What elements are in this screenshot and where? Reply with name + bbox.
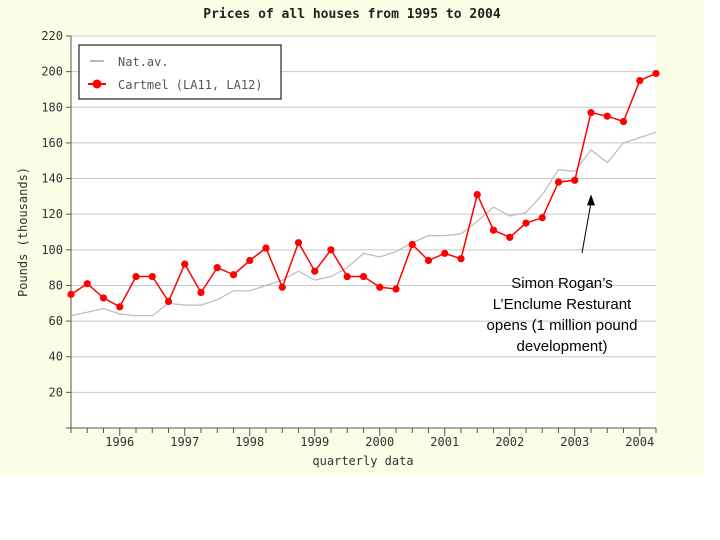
data-point bbox=[441, 249, 449, 257]
data-point bbox=[246, 256, 254, 265]
chart-title: Prices of all houses from 1995 to 2004 bbox=[203, 7, 501, 22]
data-point bbox=[473, 190, 481, 199]
data-point bbox=[359, 272, 368, 281]
data-point bbox=[619, 117, 628, 126]
x-tick-label: 1998 bbox=[235, 435, 264, 449]
data-point bbox=[587, 109, 595, 117]
y-tick-label: 140 bbox=[41, 172, 63, 186]
y-tick-label: 220 bbox=[41, 29, 63, 43]
x-tick-label: 2003 bbox=[560, 435, 589, 449]
data-point bbox=[571, 176, 579, 184]
y-tick-label: 120 bbox=[41, 207, 63, 221]
data-point bbox=[132, 272, 140, 281]
data-point bbox=[376, 283, 384, 291]
data-point bbox=[181, 260, 189, 268]
legend: Nat.av. Cartmel (LA11, LA12) bbox=[78, 44, 282, 100]
chart-panel: 20 40 60 80 100 120 140 160 180 200 220 1996 1997 199… bbox=[0, 0, 704, 476]
data-point bbox=[83, 280, 91, 288]
y-tick-label: 180 bbox=[41, 100, 63, 114]
x-tick-label: 1997 bbox=[170, 435, 199, 449]
annotation-text-line: development) bbox=[517, 338, 608, 355]
data-point bbox=[343, 272, 351, 281]
data-point bbox=[538, 214, 546, 222]
data-point bbox=[603, 112, 611, 120]
y-tick-label: 20 bbox=[49, 385, 63, 399]
y-tick-label: 80 bbox=[49, 278, 63, 292]
data-point bbox=[164, 297, 173, 306]
data-point bbox=[67, 290, 75, 298]
data-point bbox=[489, 226, 498, 234]
y-tick-label: 100 bbox=[41, 243, 63, 257]
y-tick-label: 40 bbox=[49, 350, 63, 364]
data-point bbox=[197, 288, 205, 297]
plot-area bbox=[71, 36, 656, 428]
data-point bbox=[636, 76, 644, 85]
legend-label: Cartmel (LA11, LA12) bbox=[118, 78, 263, 92]
data-point bbox=[506, 233, 514, 241]
data-point bbox=[148, 272, 156, 281]
data-point bbox=[278, 283, 286, 291]
annotation-text-line: Simon Rogan’s bbox=[511, 275, 612, 292]
x-tick-label: 1999 bbox=[300, 435, 329, 449]
y-axis-label: Pounds (thousands) bbox=[16, 167, 30, 297]
data-point bbox=[424, 256, 433, 265]
x-tick-label: 2002 bbox=[495, 435, 524, 449]
line-chart: 20 40 60 80 100 120 140 160 180 200 220 1996 1997 199… bbox=[16, 7, 660, 468]
data-point bbox=[652, 69, 660, 78]
y-tick-label: 160 bbox=[41, 136, 63, 150]
data-point bbox=[213, 264, 221, 272]
data-point bbox=[262, 244, 270, 252]
data-point bbox=[294, 239, 303, 247]
x-tick-label: 2004 bbox=[625, 435, 654, 449]
annotation-arrowhead bbox=[587, 194, 595, 206]
x-tick-label: 1996 bbox=[105, 435, 134, 449]
x-tick-label: 2000 bbox=[365, 435, 394, 449]
data-point bbox=[327, 246, 335, 254]
legend-marker bbox=[92, 79, 102, 89]
x-axis-label: quarterly data bbox=[312, 454, 413, 468]
y-tick-label: 60 bbox=[49, 314, 63, 328]
data-point bbox=[457, 255, 465, 263]
annotation-text-line: L’Enclume Resturant bbox=[493, 296, 632, 313]
data-point bbox=[554, 178, 563, 186]
data-point bbox=[522, 219, 530, 227]
data-point bbox=[99, 294, 108, 302]
legend-box bbox=[78, 44, 282, 100]
annotation-text-line: opens (1 million pound bbox=[487, 317, 638, 334]
data-point bbox=[116, 303, 124, 311]
data-point bbox=[392, 285, 400, 293]
data-point bbox=[408, 240, 416, 249]
data-point bbox=[311, 267, 319, 275]
annotation-arrow-shaft bbox=[581, 202, 592, 254]
y-tick-label: 200 bbox=[41, 65, 63, 79]
x-tick-label: 2001 bbox=[430, 435, 459, 449]
legend-label: Nat.av. bbox=[118, 55, 169, 69]
data-point bbox=[229, 271, 238, 279]
